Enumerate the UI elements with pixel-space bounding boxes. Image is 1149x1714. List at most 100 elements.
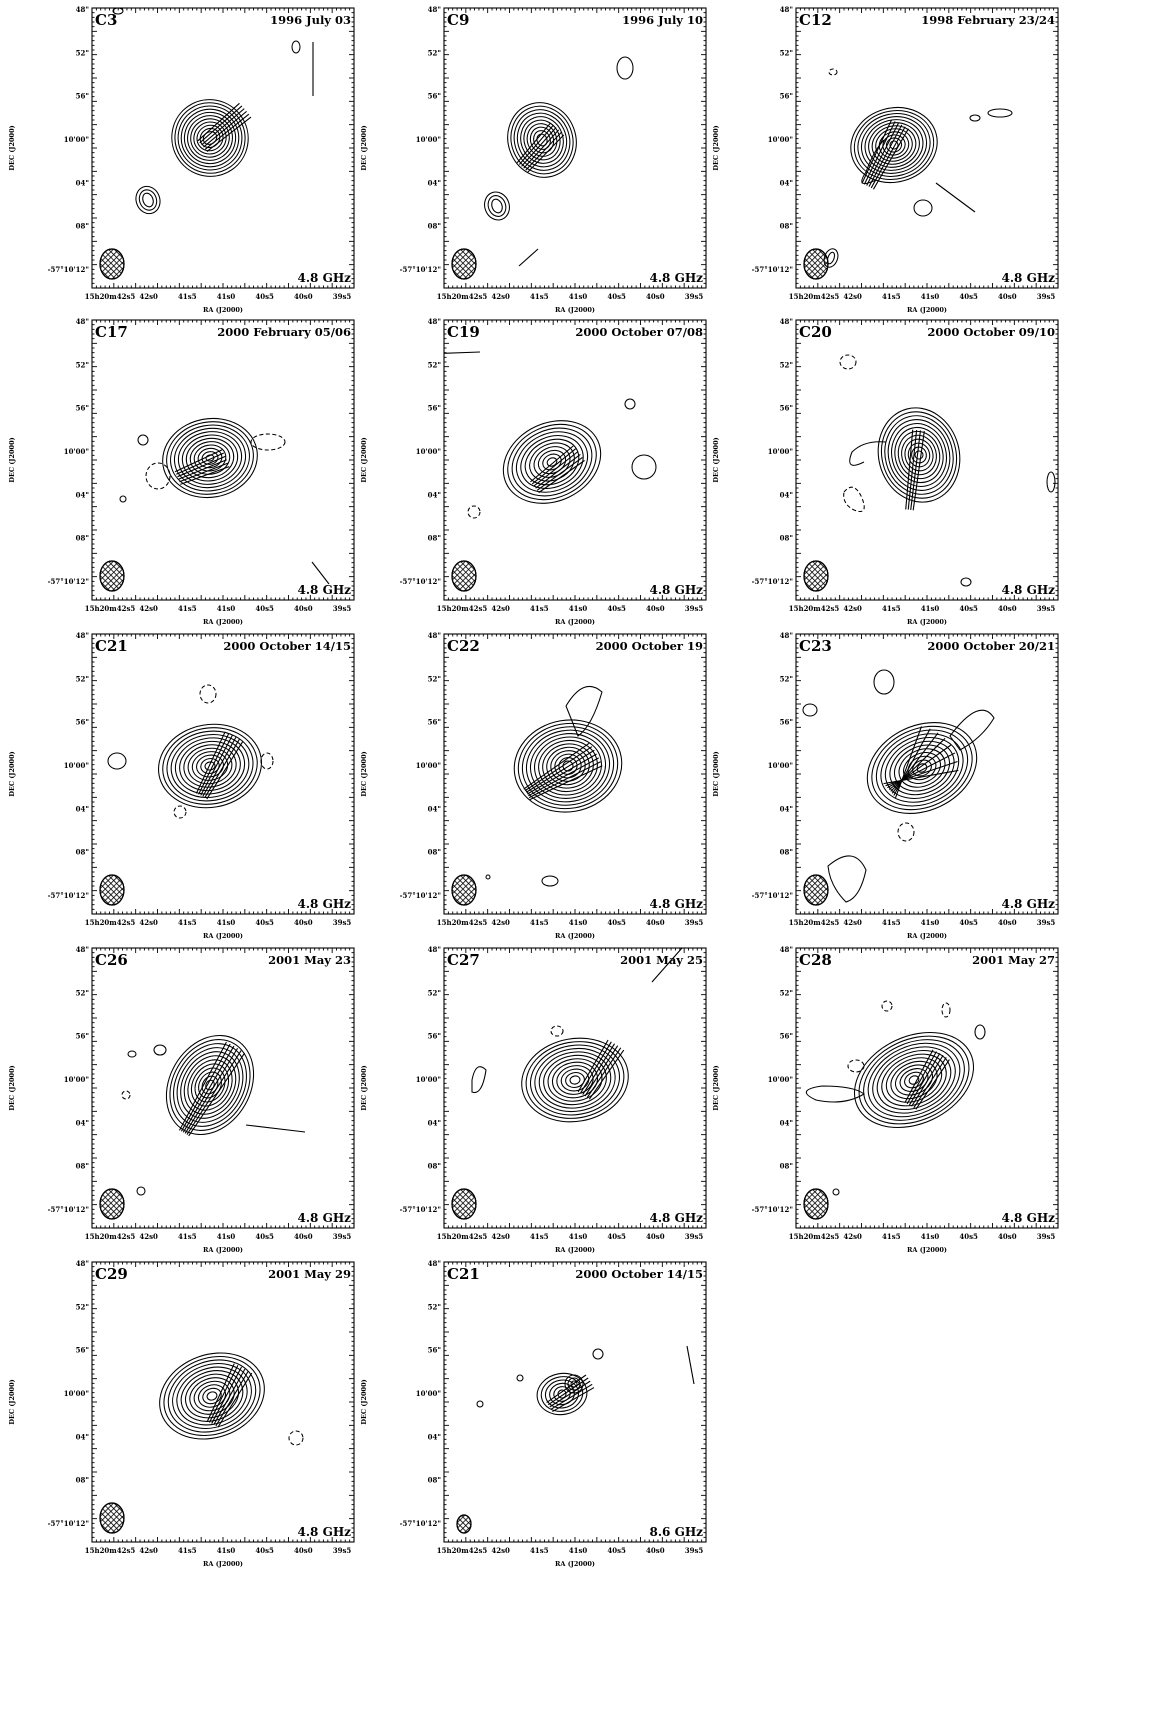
ra-tick-label: 42s0 <box>843 918 862 927</box>
ra-axis-label: RA (J2000) <box>907 306 947 314</box>
ra-tick-label: 40s0 <box>998 604 1017 613</box>
panel-frequency: 4.8 GHz <box>298 897 352 911</box>
panel-date: 2000 October 09/10 <box>927 325 1055 339</box>
ra-tick-label: 15h20m42s5 <box>437 604 488 613</box>
ra-tick-label: 40s5 <box>607 292 626 301</box>
negative-contour <box>881 1000 893 1012</box>
panel-date: 1996 July 03 <box>270 13 351 27</box>
dec-tick-label: 10'00" <box>768 761 793 770</box>
negative-contour <box>847 1059 865 1073</box>
dec-tick-label: -57°10'12" <box>400 891 441 900</box>
dec-tick-label: -57°10'12" <box>48 891 89 900</box>
ra-tick-label: 41s0 <box>921 604 940 613</box>
panel-date: 2001 May 27 <box>972 953 1055 967</box>
polarization-vector <box>204 738 240 798</box>
ra-tick-label: 15h20m42s5 <box>789 292 840 301</box>
panel-frequency: 4.8 GHz <box>1002 897 1056 911</box>
core-contour <box>193 444 227 472</box>
panel-date: 2000 October 19 <box>596 639 703 653</box>
noise-contour <box>969 114 981 122</box>
polarization-vector <box>527 753 597 795</box>
polarization-vector <box>525 131 562 171</box>
beam-ellipse <box>451 874 477 906</box>
dec-tick-label: 10'00" <box>416 135 441 144</box>
contour-panel: 15h20m42s5 42s0 41s5 41s0 40s5 40s0 39s5 48" 52"… <box>0 626 360 962</box>
dec-tick-label: 10'00" <box>416 1075 441 1084</box>
contour-map <box>444 351 657 519</box>
ra-tick-label: 40s5 <box>959 1232 978 1241</box>
polarization-vector <box>204 113 250 150</box>
core-contour <box>881 1053 947 1107</box>
core-contour <box>187 115 233 161</box>
core-contour <box>181 434 239 482</box>
dec-axis-label: DEC (J2000) <box>8 125 16 170</box>
core-contour <box>857 113 931 177</box>
core-contour <box>529 1044 621 1116</box>
dec-tick-label: 52" <box>428 674 441 683</box>
dec-tick-label: 56" <box>76 92 89 101</box>
core-contour <box>516 112 568 168</box>
core-contour <box>880 411 958 499</box>
knot-contour <box>487 195 507 217</box>
ra-tick-label: 39s5 <box>1037 604 1056 613</box>
panel-id: C19 <box>447 323 480 341</box>
core-contour <box>169 1039 251 1131</box>
core-contour <box>513 109 571 171</box>
ra-tick-label: 39s5 <box>333 1546 352 1555</box>
panel-id: C22 <box>447 637 480 655</box>
dec-tick-label: 10'00" <box>416 447 441 456</box>
polarization-vector <box>195 731 226 794</box>
panel-date: 2001 May 25 <box>620 953 703 967</box>
ra-tick-label: 39s5 <box>1037 292 1056 301</box>
beam-ellipse <box>803 1188 829 1220</box>
dec-tick-label: 56" <box>780 718 793 727</box>
polarization-vector <box>523 742 590 790</box>
polarization-vector <box>549 1380 591 1408</box>
ra-tick-label: 40s5 <box>607 604 626 613</box>
panel-date: 2000 February 05/06 <box>217 325 351 339</box>
negative-contour <box>843 486 865 513</box>
ra-tick-label: 42s0 <box>139 918 158 927</box>
dec-tick-label: 56" <box>76 718 89 727</box>
ra-tick-label: 40s0 <box>294 1232 313 1241</box>
core-contour <box>526 123 558 157</box>
noise-contour <box>485 874 491 880</box>
polarization-vector <box>516 122 552 164</box>
negative-contour <box>145 462 171 490</box>
beam-ellipse <box>803 248 829 280</box>
core-contour <box>853 110 935 180</box>
dec-tick-label: 04" <box>428 804 441 813</box>
core-contour <box>867 1042 961 1118</box>
ra-tick-label: 41s5 <box>882 1232 901 1241</box>
core-contour <box>511 427 593 497</box>
dec-tick-label: -57°10'12" <box>48 577 89 586</box>
ra-tick-label: 41s5 <box>178 604 197 613</box>
polarization-vector <box>524 746 593 792</box>
panel-date: 2000 October 20/21 <box>927 639 1055 653</box>
polarization-vector <box>177 455 226 478</box>
ra-tick-label: 42s0 <box>491 1546 510 1555</box>
ra-tick-label: 41s0 <box>921 918 940 927</box>
polarization-vector <box>199 105 243 144</box>
ra-axis-label: RA (J2000) <box>203 932 243 940</box>
core-contour <box>558 757 578 775</box>
ra-tick-label: 39s5 <box>685 918 704 927</box>
core-contour <box>914 450 924 460</box>
noise-contour <box>119 495 127 503</box>
dec-tick-label: 10'00" <box>768 447 793 456</box>
tail-contour <box>805 1085 865 1103</box>
contour-panel: 15h20m42s5 42s0 41s5 41s0 40s5 40s0 39s5 48" 52"… <box>704 312 1064 648</box>
ra-tick-label: 41s5 <box>178 1546 197 1555</box>
ra-axis-label: RA (J2000) <box>907 932 947 940</box>
negative-contour <box>121 1090 131 1100</box>
polarization-vector <box>200 734 233 796</box>
contour-plot: 15h20m42s5 42s0 41s5 41s0 40s5 40s0 39s5 48" 52"… <box>8 631 355 940</box>
panel-id: C12 <box>799 11 832 29</box>
noise-contour <box>1046 471 1056 493</box>
dec-axis-label: DEC (J2000) <box>8 437 16 482</box>
core-contour <box>872 1046 956 1114</box>
dec-tick-label: 04" <box>76 1118 89 1127</box>
ra-axis-label: RA (J2000) <box>907 618 947 626</box>
jet-contour <box>949 709 995 751</box>
noise-contour <box>476 1400 484 1408</box>
